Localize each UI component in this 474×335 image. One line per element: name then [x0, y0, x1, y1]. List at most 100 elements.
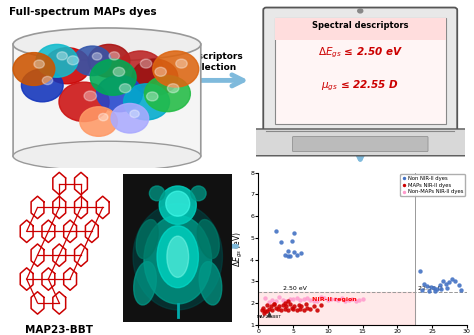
Circle shape [97, 76, 142, 112]
Point [258, 307, 265, 312]
Circle shape [88, 44, 130, 77]
Circle shape [113, 67, 125, 76]
Ellipse shape [159, 186, 196, 224]
Circle shape [84, 91, 97, 101]
Point [331, 296, 338, 302]
Text: MAP23-BBT: MAP23-BBT [25, 325, 93, 335]
Legend: Non NIR-II dyes, MAPs NIR-II dyes, Non-MAPs NIR-II dyes: Non NIR-II dyes, MAPs NIR-II dyes, Non-M… [400, 174, 465, 197]
Circle shape [140, 59, 152, 68]
Ellipse shape [157, 226, 199, 288]
Ellipse shape [134, 262, 156, 305]
Point [324, 297, 332, 303]
Point [307, 306, 314, 311]
Circle shape [155, 67, 166, 76]
Point [348, 296, 356, 302]
Point [283, 298, 290, 304]
Text: 2.50 eV: 2.50 eV [283, 286, 307, 291]
Point [272, 305, 280, 310]
Circle shape [67, 56, 79, 65]
Point [338, 295, 346, 300]
Circle shape [21, 69, 63, 102]
Point [272, 298, 280, 304]
Point [267, 304, 274, 309]
Point [275, 304, 283, 309]
Text: Spectral descriptors: Spectral descriptors [312, 21, 409, 30]
Point [359, 296, 366, 302]
Point [317, 303, 325, 308]
Point [300, 296, 307, 302]
Circle shape [99, 114, 108, 121]
Circle shape [124, 84, 170, 120]
Point [284, 254, 292, 259]
FancyBboxPatch shape [275, 18, 446, 40]
Point [439, 279, 447, 284]
Circle shape [57, 52, 67, 60]
Point [281, 306, 289, 311]
Point [433, 286, 441, 292]
Point [341, 298, 349, 304]
Circle shape [146, 92, 158, 101]
Point [275, 294, 283, 299]
Point [430, 285, 438, 291]
Point [271, 302, 278, 307]
Point [274, 306, 282, 311]
Point [314, 307, 321, 312]
Circle shape [118, 51, 163, 87]
Circle shape [73, 46, 111, 76]
FancyBboxPatch shape [275, 18, 446, 124]
Circle shape [130, 110, 139, 118]
Point [289, 306, 297, 311]
Point [277, 240, 284, 245]
Circle shape [176, 59, 187, 68]
Point [445, 280, 453, 285]
Point [416, 268, 423, 273]
Point [281, 253, 289, 258]
Point [455, 282, 462, 287]
Point [295, 303, 302, 308]
Text: $\mu_{gs}$ ≤ 22.55 D: $\mu_{gs}$ ≤ 22.55 D [321, 79, 399, 93]
Text: Application: Application [154, 228, 211, 237]
Text: 22.55 D: 22.55 D [418, 286, 443, 291]
Point [303, 295, 311, 300]
Point [270, 302, 277, 307]
Ellipse shape [166, 191, 190, 216]
Point [279, 303, 286, 308]
Point [442, 281, 450, 286]
Circle shape [111, 104, 149, 133]
Point [314, 298, 321, 304]
Point [451, 279, 459, 284]
Ellipse shape [13, 28, 201, 61]
FancyBboxPatch shape [263, 8, 457, 137]
Point [286, 254, 294, 259]
Ellipse shape [13, 141, 201, 171]
Point [284, 298, 292, 304]
Text: Full-spectrum MAPs dyes: Full-spectrum MAPs dyes [9, 7, 156, 17]
Circle shape [90, 59, 136, 95]
Point [293, 307, 301, 312]
Point [317, 294, 325, 299]
Ellipse shape [144, 215, 211, 304]
Point [284, 248, 292, 254]
Point [303, 305, 311, 310]
Point [262, 308, 269, 314]
Point [448, 277, 456, 282]
Point [286, 296, 293, 302]
Point [268, 297, 276, 303]
Point [436, 282, 444, 287]
Ellipse shape [133, 204, 222, 310]
Point [281, 300, 289, 306]
Circle shape [42, 76, 53, 85]
Point [288, 239, 295, 244]
FancyBboxPatch shape [13, 43, 201, 158]
Point [265, 306, 273, 311]
Text: MAP23-BBT: MAP23-BBT [256, 315, 281, 319]
Circle shape [109, 52, 119, 60]
Point [298, 251, 305, 256]
Point [260, 310, 268, 316]
Point [296, 297, 304, 303]
Point [262, 295, 269, 300]
Circle shape [36, 44, 78, 77]
Point [298, 304, 305, 309]
Point [307, 297, 314, 303]
Text: NIR-II dyes
prediction: NIR-II dyes prediction [379, 132, 435, 152]
